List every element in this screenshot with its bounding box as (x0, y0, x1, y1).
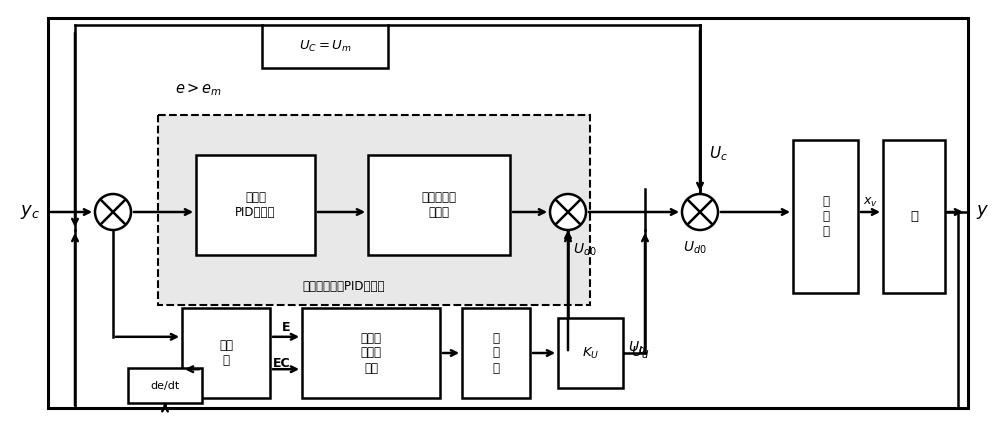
Text: $x_v$: $x_v$ (863, 195, 878, 209)
Text: $K_U$: $K_U$ (582, 346, 599, 360)
Text: 比例阀数字
放大器: 比例阀数字 放大器 (422, 191, 456, 219)
Text: $U_c$: $U_c$ (709, 145, 727, 163)
Bar (368, 155, 510, 255)
Bar (128, 368, 202, 403)
Bar (262, 25, 388, 68)
Text: $U_{d0}$: $U_{d0}$ (573, 242, 597, 258)
Bar (883, 140, 945, 293)
Text: de/dt: de/dt (150, 381, 180, 390)
Text: E: E (282, 321, 290, 334)
Text: $U_d$: $U_d$ (631, 345, 649, 361)
Circle shape (550, 194, 586, 230)
Circle shape (95, 194, 131, 230)
Text: $U_{d0}$: $U_{d0}$ (683, 240, 707, 256)
Text: 位置控制系统PID控制器: 位置控制系统PID控制器 (303, 280, 385, 294)
Text: 缸: 缸 (910, 210, 918, 223)
Circle shape (682, 194, 718, 230)
Text: $e>e_m$: $e>e_m$ (175, 82, 222, 99)
Bar (302, 308, 440, 398)
Bar (158, 115, 590, 305)
Text: $y$: $y$ (976, 203, 989, 221)
Bar (462, 308, 530, 398)
Text: $U_d$: $U_d$ (628, 340, 646, 356)
Bar (558, 318, 623, 388)
Bar (182, 308, 270, 398)
Text: 解
模
糊: 解 模 糊 (492, 332, 500, 374)
Text: $y_c$: $y_c$ (20, 203, 40, 221)
Text: 模糊推
理查询
矩阵: 模糊推 理查询 矩阵 (360, 332, 382, 374)
Bar (793, 140, 858, 293)
Text: 比
例
阀: 比 例 阀 (822, 195, 829, 238)
Bar (196, 155, 315, 255)
Text: $U_C=U_m$: $U_C=U_m$ (299, 39, 351, 54)
Text: 模糊
化: 模糊 化 (219, 339, 233, 367)
Text: 缸位移
PID控制器: 缸位移 PID控制器 (235, 191, 276, 219)
Text: EC: EC (272, 357, 290, 370)
